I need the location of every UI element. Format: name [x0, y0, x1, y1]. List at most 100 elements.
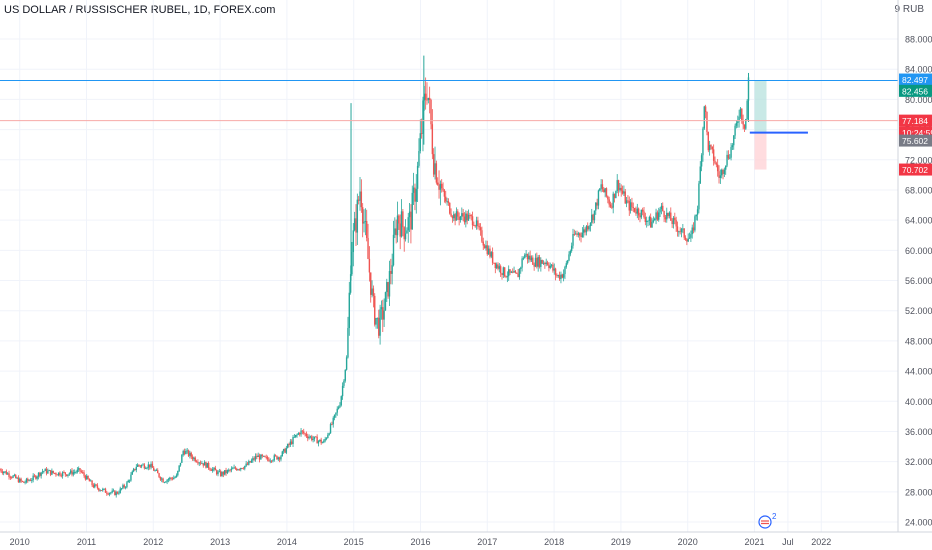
candle-body: [56, 474, 58, 476]
candle-body: [376, 317, 379, 319]
candle-body: [107, 493, 109, 495]
candle-body: [467, 214, 470, 221]
candle-body: [151, 463, 154, 468]
candle-body: [529, 255, 531, 261]
candle-body: [185, 450, 187, 455]
candle-body: [396, 215, 399, 236]
x-tick-label: 2019: [611, 537, 631, 547]
candle-body: [516, 272, 518, 274]
candle-body: [411, 192, 413, 230]
candle-body: [469, 214, 471, 216]
candle-body: [311, 436, 313, 441]
candle-body: [139, 465, 142, 467]
candle-body: [640, 209, 643, 218]
candle-body: [63, 472, 65, 473]
candle-body: [179, 462, 182, 466]
candle-body: [544, 262, 546, 265]
currency-badge[interactable]: 9 RUB: [895, 4, 924, 15]
y-tick-label: 44.000: [905, 367, 932, 377]
candle-body: [647, 220, 649, 222]
candle-body: [183, 451, 186, 455]
candle-body: [73, 472, 76, 473]
candle-body: [506, 276, 509, 278]
target-zone: [754, 80, 767, 133]
candle-body: [471, 216, 474, 226]
candle-body: [568, 254, 570, 261]
candle-body: [219, 471, 222, 477]
candle-body: [115, 492, 117, 496]
candle-body: [154, 470, 156, 472]
candle-body: [17, 477, 20, 483]
candle-body: [562, 274, 565, 278]
candle-body: [35, 475, 37, 479]
price-axis[interactable]: 88.00084.00080.00076.00072.00068.00064.0…: [905, 35, 932, 528]
candle-body: [144, 468, 147, 470]
candle-body: [241, 468, 243, 469]
candle-body: [372, 288, 375, 296]
candle-body: [738, 116, 740, 122]
candle-body: [238, 469, 241, 471]
candle-body: [16, 477, 18, 479]
candle-body: [412, 187, 415, 193]
candle-body: [499, 266, 502, 274]
candle-body: [9, 476, 12, 478]
candle-body: [522, 258, 525, 259]
candle-body: [395, 228, 397, 236]
candle-body: [410, 211, 412, 230]
candle-body: [550, 264, 553, 266]
candle-body: [546, 262, 549, 265]
candle-body: [8, 473, 10, 477]
candle-body: [449, 202, 451, 214]
y-tick-label: 80.000: [905, 95, 932, 105]
event-flag[interactable]: 2: [758, 512, 777, 529]
candle-body: [348, 292, 350, 328]
candle-body: [47, 470, 49, 474]
candle-body: [269, 460, 271, 462]
candle-body: [643, 211, 645, 218]
candle-body: [450, 213, 452, 217]
candle-body: [122, 485, 124, 489]
candle-body: [628, 200, 630, 211]
candle-body: [379, 309, 381, 336]
candle-body: [158, 473, 160, 478]
candle-body: [361, 207, 364, 224]
candle-body: [745, 119, 747, 129]
candle-body: [503, 267, 506, 277]
candle-body: [207, 462, 210, 469]
x-tick-label: 2013: [210, 537, 230, 547]
candle-body: [668, 212, 671, 217]
candle-body: [605, 188, 608, 197]
candle-body: [741, 108, 743, 121]
candle-body: [234, 467, 237, 469]
candle-body: [256, 456, 258, 457]
candle-body: [25, 478, 28, 483]
candle-body: [698, 183, 700, 210]
candle-body: [392, 234, 395, 266]
candle-body: [722, 169, 724, 174]
candle-body: [609, 204, 612, 207]
candle-body: [414, 187, 416, 202]
candle-body: [597, 190, 600, 206]
candle-body: [345, 357, 348, 370]
candle-body: [309, 436, 312, 438]
time-axis[interactable]: 2010 2011 2012 2013 2014 2015 2016 2017 2018 2019…: [10, 537, 832, 547]
candle-body: [250, 460, 253, 463]
candle-body: [501, 273, 503, 276]
candle-body: [386, 282, 388, 293]
candle-body: [0, 469, 2, 472]
candle-body: [371, 288, 373, 295]
candle-body: [44, 468, 46, 472]
candle-body: [502, 267, 505, 276]
candle-body: [60, 475, 62, 477]
candle-body: [290, 441, 293, 444]
candle-body: [92, 485, 95, 488]
candle-body: [631, 202, 633, 208]
candle-body: [69, 470, 72, 474]
candle-body: [123, 485, 125, 488]
candle-body: [457, 211, 459, 217]
candle-body: [581, 232, 584, 237]
candle-body: [157, 470, 159, 474]
target-badge-bg: [899, 84, 932, 97]
candle-body: [224, 470, 226, 475]
